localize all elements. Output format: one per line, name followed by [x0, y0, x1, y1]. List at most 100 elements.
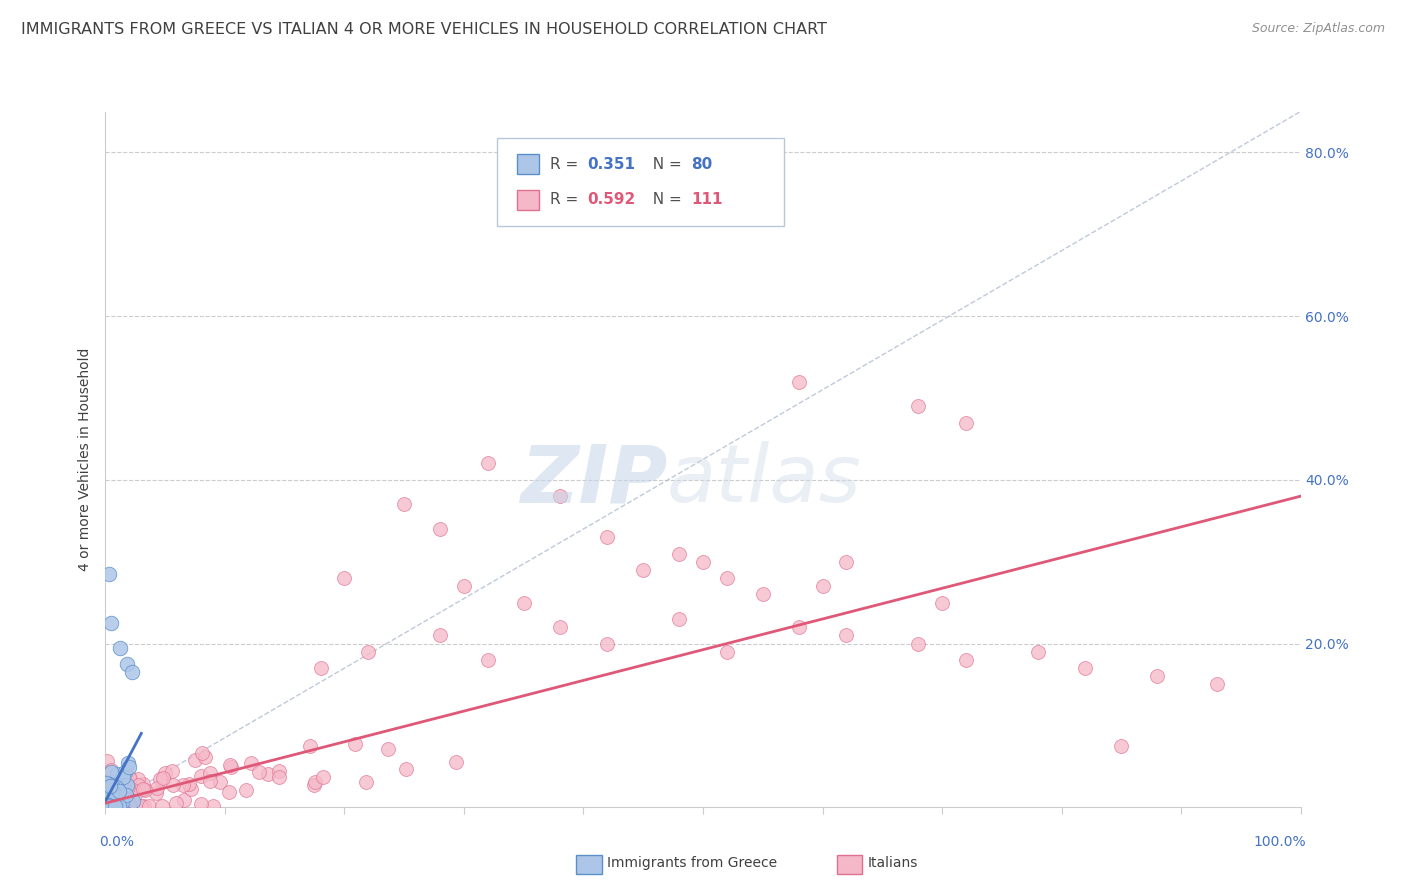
Point	[692, 555, 714, 569]
Point	[209, 775, 232, 789]
Y-axis label: 4 or more Vehicles in Household: 4 or more Vehicles in Household	[79, 348, 93, 571]
Point	[129, 799, 152, 814]
Point	[94, 783, 117, 797]
Text: 0.351: 0.351	[588, 157, 636, 172]
Point	[104, 799, 127, 814]
Point	[100, 799, 122, 814]
Point	[115, 657, 138, 671]
Point	[97, 789, 120, 803]
Point	[100, 764, 122, 779]
Point	[96, 790, 118, 805]
Point	[108, 799, 131, 814]
Point	[835, 628, 858, 642]
Point	[97, 797, 120, 812]
Point	[1146, 669, 1168, 683]
Point	[787, 620, 810, 634]
Point	[100, 790, 122, 805]
Point	[103, 788, 125, 802]
Point	[107, 799, 129, 814]
Text: 0.592: 0.592	[588, 193, 636, 208]
Point	[97, 797, 120, 812]
Text: Immigrants from Greece: Immigrants from Greece	[607, 856, 778, 871]
Point	[219, 760, 242, 774]
Point	[118, 798, 141, 813]
Point	[96, 799, 118, 814]
Point	[145, 780, 167, 795]
Point	[101, 799, 124, 814]
Point	[184, 753, 207, 767]
Point	[304, 775, 326, 789]
Point	[111, 778, 134, 792]
Point	[97, 799, 120, 814]
Point	[198, 765, 221, 780]
Point	[98, 782, 121, 797]
Point	[98, 784, 121, 798]
Point	[97, 790, 120, 805]
Point	[115, 797, 138, 812]
Text: 80: 80	[692, 157, 713, 172]
Point	[97, 785, 120, 799]
Point	[150, 799, 173, 814]
Point	[124, 789, 146, 803]
Point	[103, 780, 125, 794]
Point	[100, 799, 122, 814]
Point	[267, 764, 290, 778]
Point	[429, 522, 451, 536]
Point	[103, 799, 125, 814]
Point	[955, 416, 977, 430]
Point	[247, 765, 270, 780]
Text: atlas: atlas	[666, 442, 862, 519]
Point	[194, 750, 217, 764]
Point	[269, 770, 291, 784]
Point	[117, 780, 139, 794]
Point	[668, 612, 690, 626]
Point	[121, 665, 143, 680]
Point	[118, 770, 141, 784]
Point	[115, 788, 138, 802]
Point	[298, 739, 321, 753]
Point	[98, 799, 121, 814]
Point	[955, 653, 977, 667]
Point	[377, 742, 399, 756]
Point	[121, 794, 143, 808]
Point	[218, 785, 240, 799]
Point	[1111, 739, 1133, 753]
Point	[100, 797, 122, 812]
Point	[453, 579, 475, 593]
Point	[907, 399, 929, 413]
Point	[239, 756, 262, 770]
Point	[191, 746, 214, 760]
Point	[145, 786, 167, 800]
Point	[98, 799, 121, 814]
Point	[100, 799, 122, 814]
Point	[811, 579, 834, 593]
Point	[94, 799, 117, 814]
Point	[98, 787, 121, 801]
Point	[103, 798, 125, 813]
Point	[104, 799, 127, 814]
Point	[1026, 645, 1049, 659]
Text: 100.0%: 100.0%	[1254, 835, 1306, 849]
Point	[97, 789, 120, 803]
Point	[751, 587, 773, 601]
Point	[96, 799, 118, 814]
Point	[429, 628, 451, 642]
Point	[121, 782, 143, 797]
Point	[98, 799, 121, 814]
Point	[104, 773, 127, 788]
Point	[716, 571, 738, 585]
Point	[96, 799, 118, 814]
Point	[354, 775, 377, 789]
Point	[101, 779, 124, 793]
Point	[101, 799, 124, 814]
Point	[98, 790, 121, 805]
Point	[120, 771, 142, 785]
Point	[132, 782, 155, 797]
Point	[787, 375, 810, 389]
Point	[98, 566, 121, 581]
Point	[103, 794, 125, 808]
Point	[100, 799, 122, 814]
Text: ZIP: ZIP	[520, 442, 666, 519]
Point	[138, 799, 160, 814]
Point	[446, 756, 468, 770]
